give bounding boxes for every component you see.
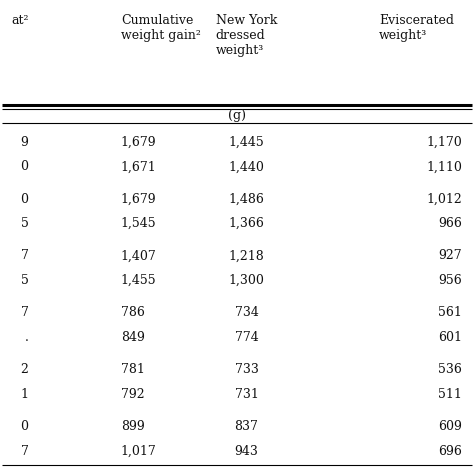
Text: 696: 696 [438,445,462,458]
Text: 511: 511 [438,388,462,401]
Text: 1,671: 1,671 [121,160,156,173]
Text: New York
dressed
weight³: New York dressed weight³ [216,14,277,57]
Text: 956: 956 [438,274,462,287]
Text: 561: 561 [438,306,462,319]
Text: 1,110: 1,110 [426,160,462,173]
Text: 1,440: 1,440 [228,160,264,173]
Text: at²: at² [11,14,28,27]
Text: 1,679: 1,679 [121,192,156,206]
Text: 5: 5 [20,217,28,230]
Text: (g): (g) [228,109,246,122]
Text: 0: 0 [20,160,28,173]
Text: 1,300: 1,300 [228,274,264,287]
Text: 1,486: 1,486 [228,192,264,206]
Text: 966: 966 [438,217,462,230]
Text: 774: 774 [235,331,258,344]
Text: 1,455: 1,455 [121,274,156,287]
Text: 1,407: 1,407 [121,249,156,263]
Text: 0: 0 [20,420,28,433]
Text: 7: 7 [20,445,28,458]
Text: 731: 731 [235,388,258,401]
Text: 1,218: 1,218 [228,249,264,263]
Text: 1,545: 1,545 [121,217,156,230]
Text: 1,679: 1,679 [121,136,156,149]
Text: 1,445: 1,445 [228,136,264,149]
Text: .: . [25,331,28,344]
Text: 5: 5 [20,274,28,287]
Text: 849: 849 [121,331,145,344]
Text: 1,170: 1,170 [427,136,462,149]
Text: 943: 943 [235,445,258,458]
Text: 601: 601 [438,331,462,344]
Text: Eviscerated
weight³: Eviscerated weight³ [379,14,454,42]
Text: 733: 733 [235,363,258,376]
Text: Cumulative
weight gain²: Cumulative weight gain² [121,14,201,42]
Text: 899: 899 [121,420,145,433]
Text: 2: 2 [20,363,28,376]
Text: 792: 792 [121,388,145,401]
Text: 837: 837 [235,420,258,433]
Text: 536: 536 [438,363,462,376]
Text: 7: 7 [20,249,28,263]
Text: 0: 0 [20,192,28,206]
Text: 781: 781 [121,363,145,376]
Text: 609: 609 [438,420,462,433]
Text: 786: 786 [121,306,145,319]
Text: 1,366: 1,366 [228,217,264,230]
Text: 1,012: 1,012 [427,192,462,206]
Text: 1,017: 1,017 [121,445,156,458]
Text: 927: 927 [438,249,462,263]
Text: 7: 7 [20,306,28,319]
Text: 1: 1 [20,388,28,401]
Text: 734: 734 [235,306,258,319]
Text: 9: 9 [20,136,28,149]
